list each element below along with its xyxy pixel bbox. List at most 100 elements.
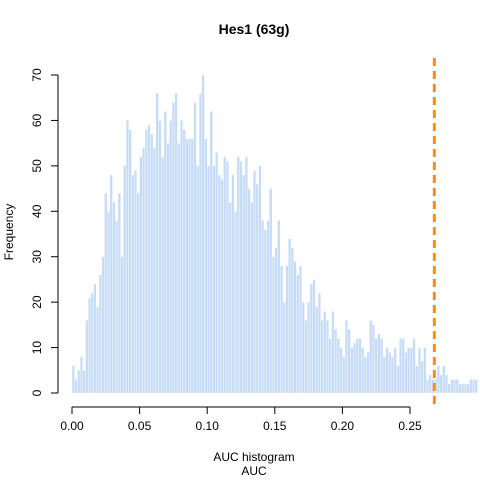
histogram-bar	[398, 338, 403, 394]
histogram-bar	[309, 283, 313, 394]
histogram-bar	[163, 111, 167, 394]
histogram-bar	[101, 256, 105, 394]
y-axis-label: Frequency	[2, 204, 16, 261]
histogram-bar	[120, 256, 124, 394]
histogram-bar	[444, 374, 449, 394]
histogram-bar	[252, 170, 257, 394]
histogram-bar	[342, 356, 346, 394]
histogram-bar	[271, 256, 276, 394]
histogram-bar	[401, 338, 405, 394]
histogram-bar	[361, 347, 365, 394]
histogram-bar	[377, 333, 381, 394]
histogram-bar	[420, 361, 424, 394]
histogram-bar	[442, 365, 446, 394]
histogram-bar	[131, 174, 135, 394]
histogram-bar	[198, 92, 202, 394]
x-tick-label: 0.20	[331, 419, 355, 433]
histogram-bar	[353, 342, 357, 394]
histogram-bar	[220, 179, 224, 394]
histogram-bar	[77, 370, 81, 394]
histogram-bar	[144, 129, 148, 394]
histogram-bar	[290, 247, 294, 394]
y-tick-label: 60	[30, 113, 44, 127]
histogram-bar	[152, 147, 157, 394]
histogram-bar	[325, 320, 330, 394]
histogram-bar	[404, 351, 408, 394]
histogram-bar	[396, 365, 400, 394]
x-tick-label: 0.00	[60, 419, 84, 433]
histogram-bar	[104, 192, 108, 394]
histogram-bar	[304, 320, 308, 394]
histogram-bar	[374, 338, 378, 394]
histogram-bars	[71, 74, 478, 394]
histogram-bar	[323, 311, 327, 394]
histogram-bar	[244, 156, 248, 394]
y-tick-label: 40	[30, 204, 44, 218]
histogram-bar	[469, 379, 473, 394]
histogram-bar	[215, 152, 219, 394]
histogram-bar	[288, 238, 292, 394]
histogram-bar	[204, 138, 208, 394]
histogram-bar	[225, 161, 230, 394]
histogram-bar	[347, 329, 351, 394]
histogram-bar	[307, 301, 311, 394]
histogram-bar	[363, 356, 367, 394]
histogram-bar	[90, 292, 94, 394]
histogram-bar	[293, 261, 297, 394]
histogram-bar	[369, 320, 373, 394]
histogram-bar	[150, 133, 154, 394]
histogram-bar	[390, 356, 394, 394]
histogram-bar	[263, 229, 267, 394]
histogram-bar	[125, 120, 129, 394]
histogram-bar	[471, 379, 476, 394]
histogram-bar	[139, 156, 143, 394]
chart-title: Hes1 (63g)	[219, 21, 290, 37]
y-tick-label: 10	[30, 341, 44, 355]
histogram-bar	[161, 156, 165, 394]
histogram-bar	[393, 347, 397, 394]
histogram-bar	[269, 188, 273, 394]
histogram-bar	[385, 347, 389, 394]
histogram-bar	[458, 383, 462, 394]
histogram-bar	[128, 129, 132, 394]
histogram-bar	[301, 301, 305, 394]
histogram-bar	[328, 338, 332, 394]
histogram-bar	[115, 220, 119, 394]
histogram-bar	[463, 383, 467, 394]
histogram-bar	[196, 165, 200, 394]
histogram-bar	[158, 120, 162, 394]
histogram-bar	[274, 247, 278, 394]
histogram-bar	[298, 265, 303, 394]
histogram-bar	[388, 351, 392, 394]
histogram-bar	[234, 211, 238, 394]
x-tick-label: 0.05	[128, 419, 152, 433]
histogram-bar	[188, 138, 192, 394]
histogram-bar	[261, 220, 265, 394]
histogram-bar	[461, 383, 465, 394]
histogram-bar	[169, 120, 173, 394]
histogram-bar	[417, 347, 422, 394]
histogram-bar	[242, 174, 246, 394]
histogram-bar	[296, 274, 300, 394]
histogram-bar	[239, 161, 243, 394]
histogram-bar	[266, 220, 270, 394]
histogram-bar	[407, 347, 411, 394]
histogram-bar	[96, 306, 100, 394]
histogram-bar	[177, 142, 181, 394]
x-tick-label: 0.25	[398, 419, 422, 433]
histogram-bar	[98, 274, 102, 394]
histogram-bar	[109, 174, 113, 394]
histogram-bar	[334, 329, 338, 394]
histogram-bar	[350, 347, 354, 394]
histogram-bar	[206, 165, 211, 394]
histogram-bar	[190, 138, 194, 394]
x-axis-sublabel: AUC	[241, 464, 267, 478]
y-tick-label: 0	[30, 389, 44, 396]
histogram-bar	[106, 211, 111, 394]
histogram-bar	[255, 183, 259, 394]
histogram-bar	[331, 311, 335, 394]
histogram-bar	[453, 379, 457, 394]
histogram-bar	[123, 165, 127, 394]
histogram-bar	[466, 383, 470, 394]
